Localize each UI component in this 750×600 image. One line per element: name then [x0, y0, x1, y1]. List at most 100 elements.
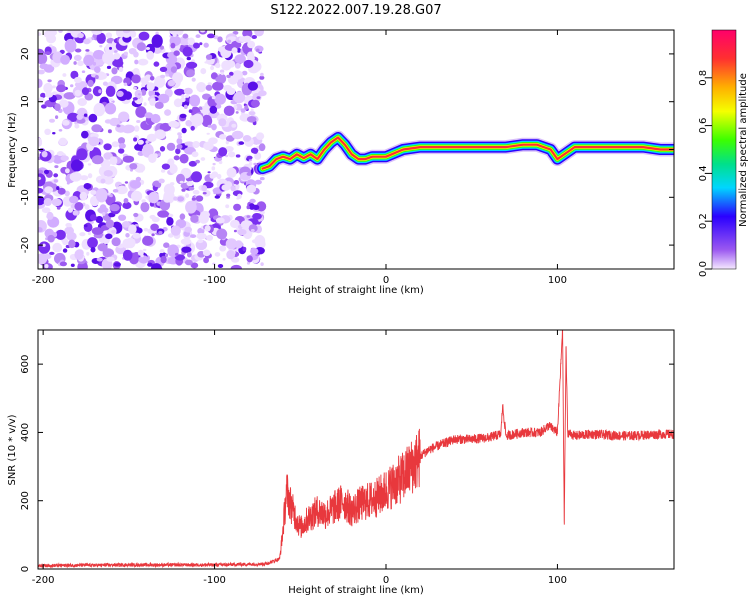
- noise-blob: [178, 135, 182, 139]
- top-y-tick-label: -10: [20, 189, 31, 205]
- noise-blob: [111, 237, 121, 247]
- ridge-band-5: [261, 136, 674, 170]
- top-x-tick-label: -200: [32, 275, 55, 286]
- noise-blob: [254, 235, 266, 247]
- noise-blob: [43, 30, 52, 38]
- noise-blob: [184, 142, 189, 146]
- noise-blob: [234, 240, 243, 249]
- noise-blob: [202, 192, 207, 195]
- noise-blob: [85, 117, 90, 121]
- noise-blob: [41, 207, 51, 214]
- noise-blob: [242, 135, 252, 142]
- noise-blob: [195, 195, 204, 202]
- noise-blob: [234, 54, 246, 64]
- noise-blob: [225, 238, 238, 250]
- noise-blob: [185, 200, 197, 214]
- noise-blob: [230, 185, 236, 192]
- noise-blob: [44, 128, 51, 135]
- noise-blob: [134, 143, 143, 151]
- bottom-x-tick-label: 0: [383, 575, 389, 586]
- noise-blob: [246, 172, 252, 176]
- noise-blob: [121, 221, 130, 228]
- noise-blob: [198, 213, 209, 224]
- noise-blob: [168, 120, 180, 128]
- noise-blob: [80, 175, 89, 181]
- noise-blob: [236, 197, 240, 200]
- bottom-x-tick-label: -100: [203, 575, 226, 586]
- noise-blob: [154, 129, 166, 140]
- noise-blob: [83, 224, 88, 228]
- noise-blob: [185, 120, 192, 127]
- noise-blob: [38, 169, 44, 174]
- noise-blob: [128, 224, 137, 235]
- noise-blob: [149, 76, 155, 81]
- noise-blob: [191, 113, 204, 127]
- noise-blob: [38, 32, 42, 36]
- noise-blob: [81, 70, 86, 73]
- noise-blob: [238, 141, 245, 145]
- noise-blob: [100, 178, 106, 184]
- noise-blob: [167, 213, 174, 218]
- noise-blob: [164, 253, 169, 258]
- noise-blob: [165, 73, 169, 77]
- top-x-axis-label: Height of straight line (km): [288, 285, 424, 296]
- noise-blob: [215, 76, 226, 83]
- noise-blob: [186, 181, 194, 187]
- noise-blob: [211, 95, 216, 100]
- noise-blob: [181, 188, 186, 192]
- top-x-tick-label: 0: [383, 275, 389, 286]
- noise-blob: [93, 102, 106, 117]
- snr-line: [38, 330, 674, 569]
- noise-blob: [146, 82, 155, 91]
- noise-blob: [132, 97, 138, 101]
- noise-blob: [246, 215, 251, 218]
- noise-blob: [181, 94, 185, 99]
- noise-blob: [145, 195, 149, 199]
- noise-blob: [188, 109, 193, 113]
- top-y-tick-label: 0: [20, 146, 31, 152]
- noise-blob: [56, 206, 61, 210]
- noise-blob: [73, 54, 82, 62]
- noise-blob: [170, 225, 181, 236]
- noise-blob: [99, 45, 103, 48]
- noise-blob: [47, 234, 55, 243]
- noise-blob: [175, 252, 179, 256]
- noise-blob: [49, 118, 55, 123]
- noise-blob: [93, 49, 105, 60]
- noise-blob: [147, 262, 153, 267]
- noise-blob: [109, 117, 120, 127]
- noise-blob: [234, 62, 241, 69]
- noise-blob: [173, 155, 180, 161]
- noise-blob: [130, 168, 133, 172]
- noise-blob: [107, 209, 111, 213]
- noise-blob: [42, 243, 46, 247]
- noise-blob: [201, 185, 208, 192]
- noise-blob: [122, 238, 132, 249]
- noise-blob: [199, 30, 206, 33]
- noise-blob: [85, 49, 90, 52]
- noise-blob: [250, 99, 260, 108]
- noise-blob: [204, 225, 211, 232]
- noise-blob: [214, 252, 221, 257]
- noise-blob: [244, 105, 249, 110]
- noise-blob: [118, 214, 127, 221]
- noise-blob: [151, 216, 160, 223]
- noise-blob: [214, 93, 226, 105]
- noise-blob: [197, 239, 204, 244]
- noise-blob: [138, 255, 149, 264]
- noise-blob: [145, 140, 149, 145]
- noise-blob: [254, 179, 262, 185]
- noise-blob: [250, 247, 259, 255]
- noise-blob: [83, 113, 88, 117]
- noise-blob: [177, 196, 185, 202]
- noise-blob: [66, 232, 77, 241]
- noise-blob: [216, 228, 228, 240]
- noise-blob: [104, 102, 117, 115]
- noise-blob: [133, 137, 138, 142]
- noise-blob: [192, 141, 200, 148]
- noise-blob: [232, 70, 244, 80]
- noise-blob: [133, 212, 139, 218]
- noise-blob: [151, 34, 163, 48]
- noise-blob: [233, 91, 246, 104]
- noise-blob: [250, 229, 255, 232]
